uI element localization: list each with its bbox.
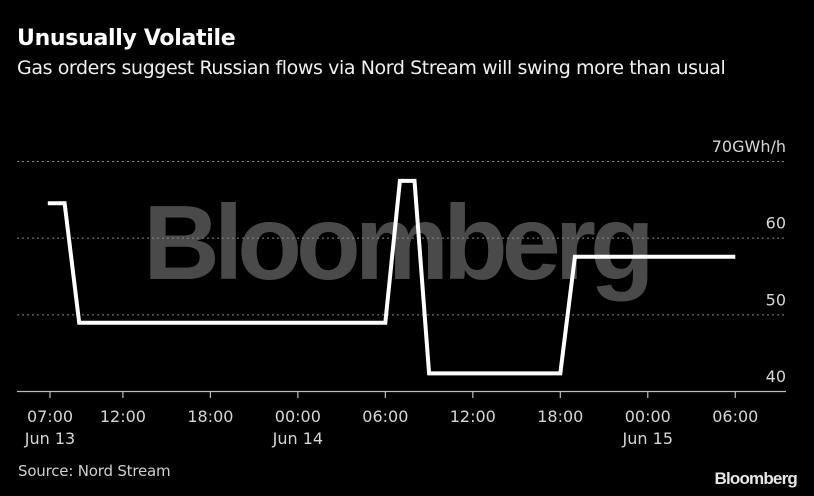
y-axis-labels: 40 50 60 70GWh/h: [712, 137, 786, 386]
source-note: Source: Nord Stream: [18, 462, 171, 480]
x-date-label: Jun 13: [24, 429, 75, 448]
y-tick-label: 60: [766, 214, 786, 233]
bloomberg-logo: Bloomberg: [714, 469, 797, 488]
x-tick-label: 00:00: [625, 407, 671, 426]
x-axis-ticks: 07:00 Jun 13 12:00 18:00 00:00 Jun 14 06:00 12:…: [24, 391, 758, 448]
x-tick-label: 06:00: [362, 407, 408, 426]
x-tick-label: 18:00: [187, 407, 233, 426]
x-tick-label: 07:00: [27, 407, 73, 426]
x-tick-label: 00:00: [275, 407, 321, 426]
x-tick-label: 12:00: [450, 407, 496, 426]
x-date-label: Jun 15: [622, 429, 673, 448]
chart-title: Unusually Volatile: [17, 26, 236, 51]
gridlines: [17, 161, 786, 316]
chart-subtitle: Gas orders suggest Russian flows via Nor…: [17, 57, 726, 79]
x-tick-label: 18:00: [537, 407, 583, 426]
y-tick-label: 50: [766, 290, 786, 309]
flow-line: [47, 178, 736, 376]
x-date-label: Jun 14: [272, 429, 323, 448]
y-tick-label: 40: [766, 367, 786, 386]
y-tick-label: 70GWh/h: [712, 137, 786, 156]
x-tick-label: 12:00: [100, 407, 146, 426]
x-tick-label: 06:00: [712, 407, 758, 426]
